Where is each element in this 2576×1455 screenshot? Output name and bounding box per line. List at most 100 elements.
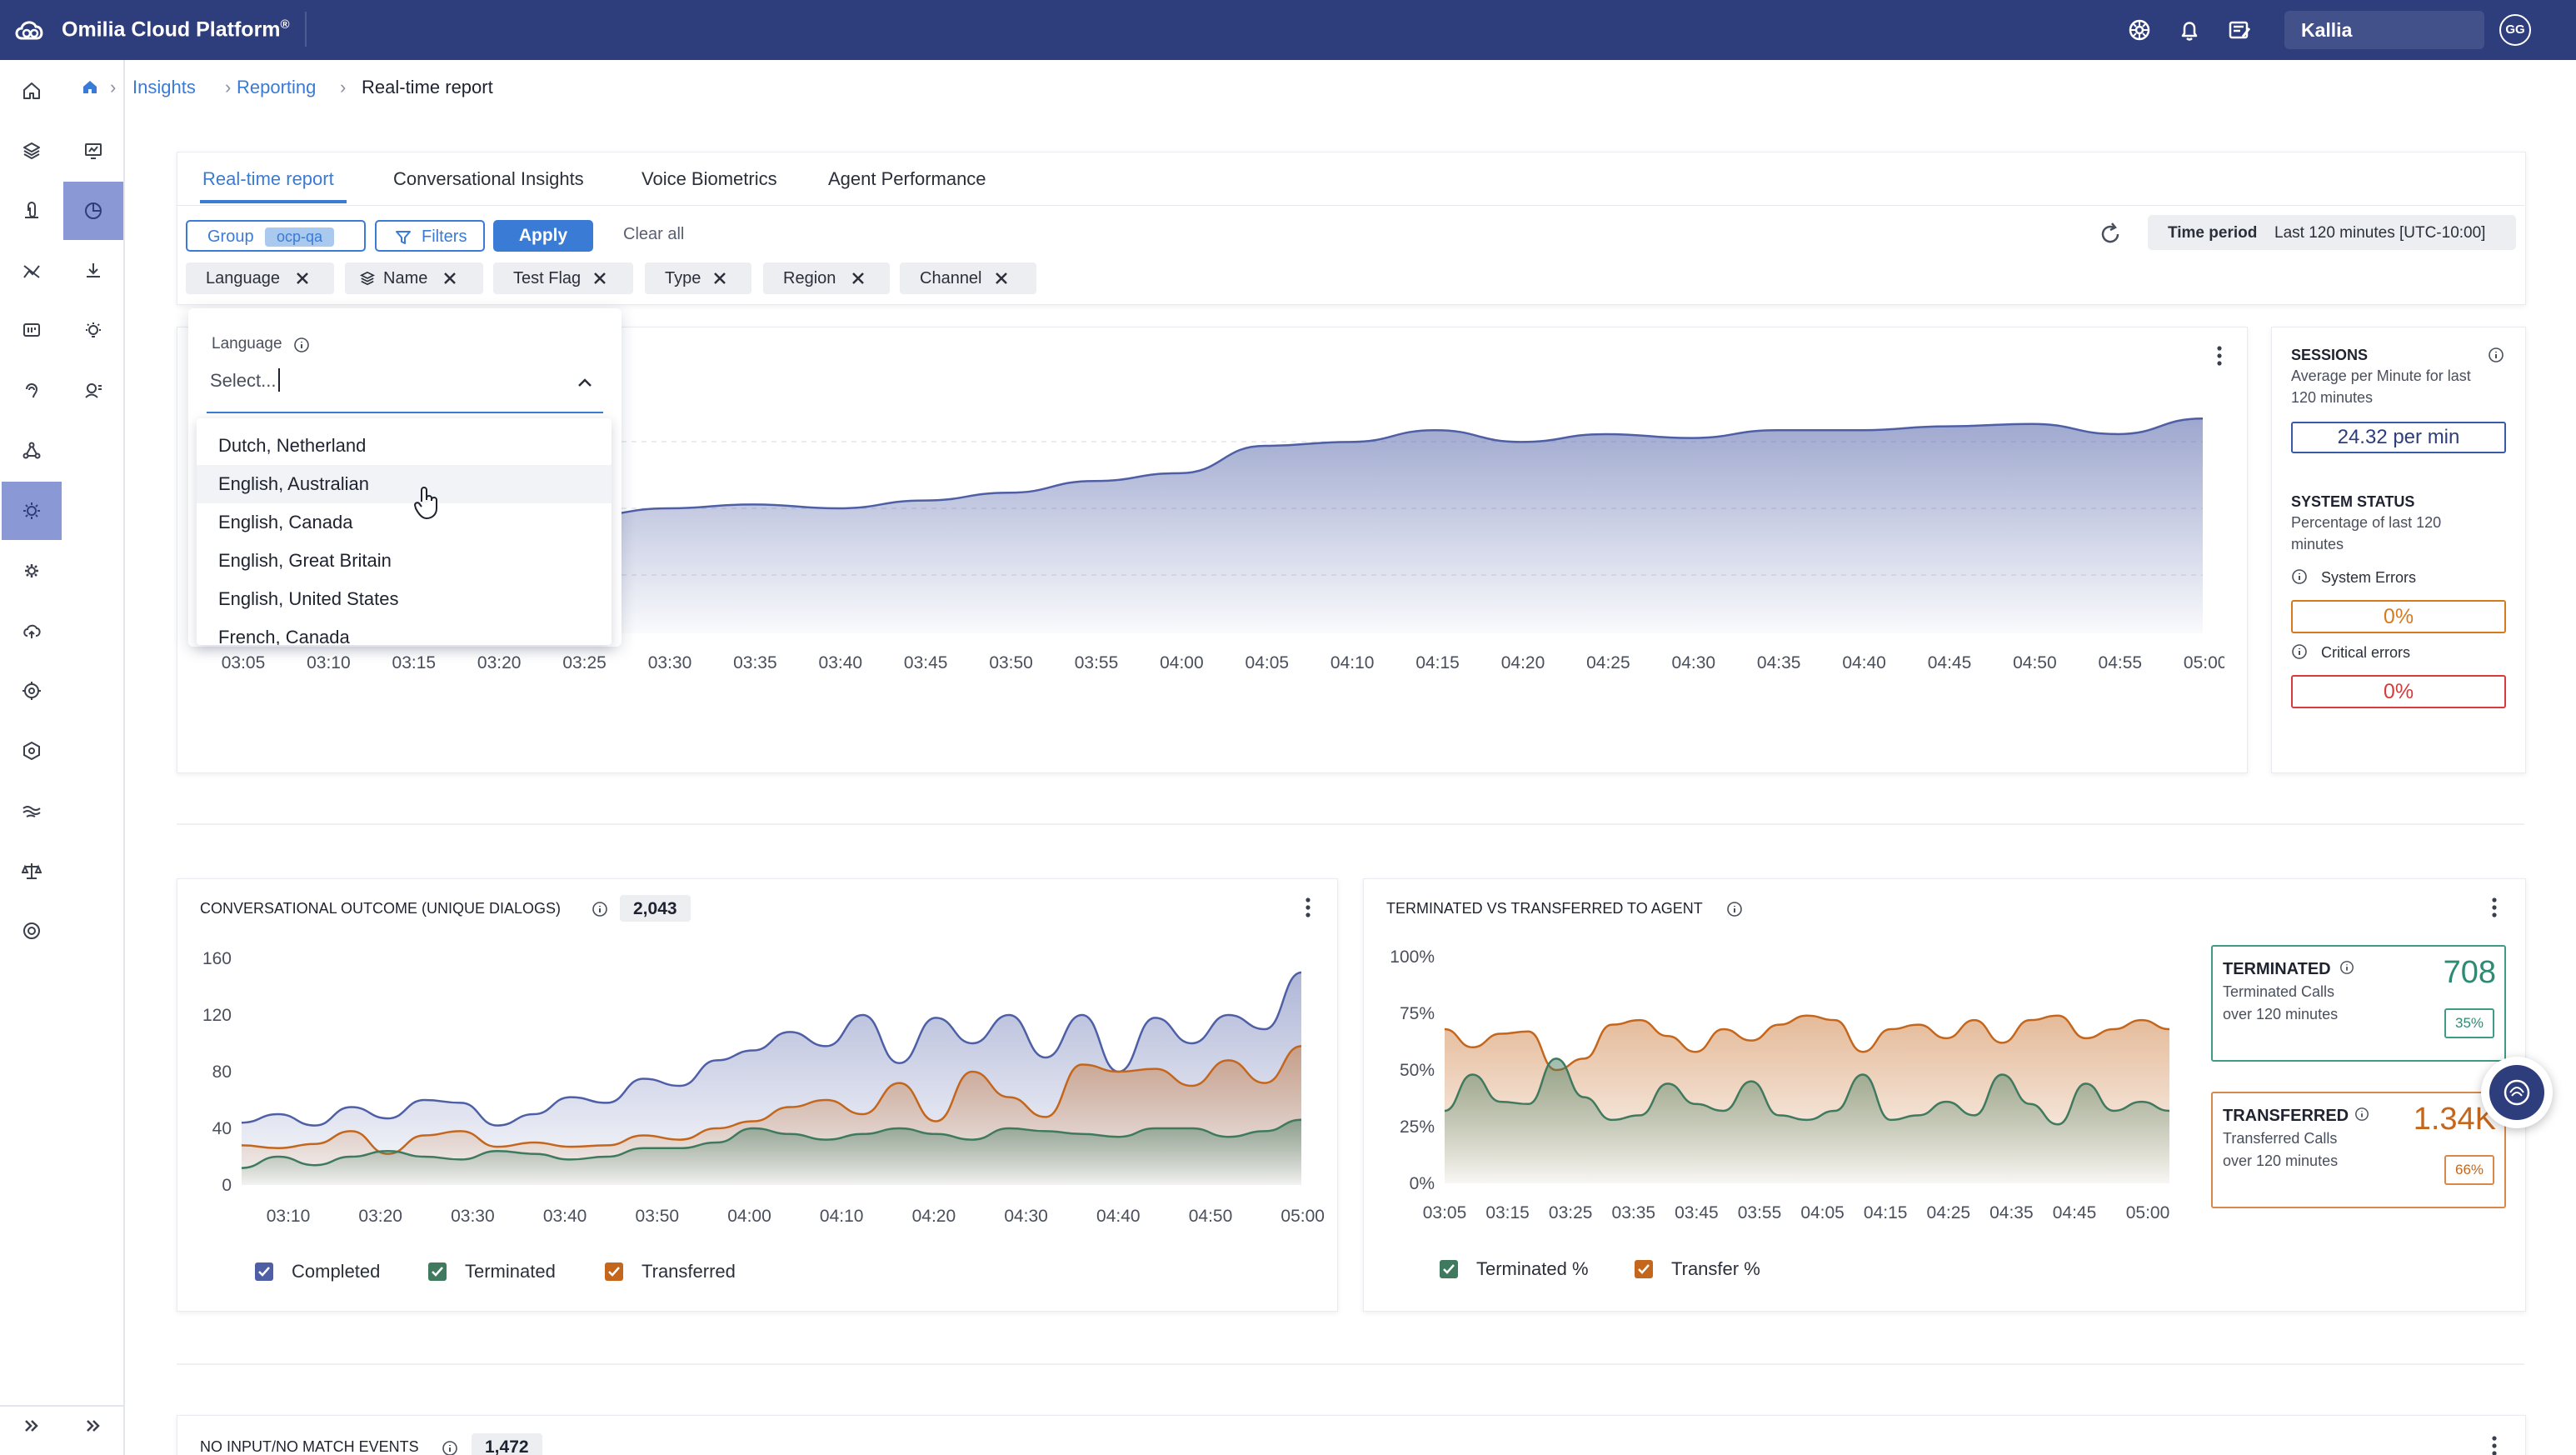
analytics-icon[interactable]: [2, 242, 62, 300]
completed-checkbox[interactable]: [255, 1262, 273, 1281]
info-icon[interactable]: [592, 901, 608, 918]
support-icon[interactable]: [2, 902, 62, 960]
cloud-upload-icon[interactable]: [2, 602, 62, 660]
assistant-inner: [2489, 1065, 2544, 1120]
option-french-canada[interactable]: French, Canada: [218, 627, 350, 645]
system-status-title: SYSTEM STATUS: [2291, 493, 2415, 510]
breadcrumb-insights[interactable]: Insights: [132, 77, 196, 98]
info-icon[interactable]: [2339, 960, 2354, 975]
agent-icon[interactable]: [63, 362, 123, 420]
more-options-icon[interactable]: [2216, 345, 2223, 367]
expand-menu-icon[interactable]: [63, 1397, 123, 1455]
more-options-icon[interactable]: [2491, 1435, 2498, 1455]
gear-group-icon[interactable]: [2, 542, 62, 600]
filter-chip-region[interactable]: Region: [763, 262, 890, 294]
tenant-selector[interactable]: Kallia: [2284, 11, 2484, 49]
notes-icon[interactable]: [2226, 17, 2253, 43]
home-icon[interactable]: [2, 62, 62, 120]
transferred-checkbox[interactable]: [605, 1262, 623, 1281]
terminated-checkbox[interactable]: [428, 1262, 447, 1281]
filters-button[interactable]: Filters: [375, 220, 485, 252]
layers-icon: [360, 271, 375, 286]
chip-label: Language: [206, 269, 280, 288]
voice-id-icon[interactable]: [2, 362, 62, 420]
x-tick-label: 03:25: [562, 653, 607, 672]
pie-chart-icon[interactable]: [63, 182, 123, 240]
option-english-great-britain[interactable]: English, Great Britain: [218, 550, 392, 571]
info-icon[interactable]: [293, 337, 310, 353]
monitor-chart-icon[interactable]: [63, 122, 123, 180]
clip-icon[interactable]: [2, 182, 62, 240]
info-icon[interactable]: [2354, 1107, 2369, 1122]
hexagon-icon[interactable]: [2, 722, 62, 780]
critical-errors-label: Critical errors: [2321, 644, 2411, 661]
layers-icon[interactable]: [2, 122, 62, 180]
apply-button[interactable]: Apply: [493, 220, 593, 252]
clear-all-link[interactable]: Clear all: [623, 225, 685, 243]
group-selector[interactable]: Group ocp-qa: [186, 220, 366, 252]
info-icon[interactable]: [2291, 643, 2308, 660]
info-icon[interactable]: [2488, 347, 2504, 363]
sessions-subtitle-2: 120 minutes: [2291, 389, 2374, 406]
waves-icon[interactable]: [2, 782, 62, 840]
terminated-pct-checkbox[interactable]: [1440, 1260, 1458, 1278]
filter-chip-type[interactable]: Type: [645, 262, 751, 294]
scale-icon[interactable]: [2, 842, 62, 900]
option-english-australian[interactable]: English, Australian: [197, 465, 612, 503]
chevron-up-icon[interactable]: [577, 377, 593, 388]
settings-gear-icon[interactable]: [2, 662, 62, 720]
more-options-icon[interactable]: [2491, 897, 2498, 918]
board-icon[interactable]: [2, 302, 62, 360]
filter-chip-name[interactable]: Name: [345, 262, 483, 294]
y-tick-label: 160: [202, 949, 232, 968]
close-icon[interactable]: [442, 270, 458, 287]
info-icon[interactable]: [442, 1440, 458, 1455]
filter-chip-channel[interactable]: Channel: [900, 262, 1036, 294]
expand-rail-icon[interactable]: [2, 1397, 62, 1455]
network-icon[interactable]: [2, 422, 62, 480]
more-options-icon[interactable]: [1305, 897, 1311, 918]
option-dutch-netherland[interactable]: Dutch, Netherland: [218, 435, 367, 456]
tab-conversational-insights[interactable]: Conversational Insights: [393, 168, 584, 189]
settings-icon[interactable]: [2126, 17, 2153, 43]
tab-real-time-report[interactable]: Real-time report: [202, 168, 334, 189]
user-avatar[interactable]: GG: [2499, 14, 2531, 46]
x-tick-label: 03:10: [267, 1207, 311, 1226]
terminated-kpi-value: 708: [2443, 955, 2496, 990]
time-period-selector[interactable]: Time period Last 120 minutes [UTC-10:00]: [2148, 215, 2516, 250]
rail-divider: [0, 1405, 125, 1407]
x-tick-label: 04:30: [1672, 653, 1716, 672]
close-icon[interactable]: [850, 270, 866, 287]
cloud-logo-icon[interactable]: [13, 17, 47, 43]
option-english-canada[interactable]: English, Canada: [218, 512, 353, 532]
chip-label: Name: [383, 269, 428, 288]
info-icon[interactable]: [2291, 568, 2308, 585]
breadcrumb-reporting[interactable]: Reporting: [237, 77, 317, 98]
close-icon[interactable]: [294, 270, 311, 287]
y-tick-label: 80: [212, 1062, 232, 1082]
filter-chip-language[interactable]: Language: [186, 262, 334, 294]
tab-agent-performance[interactable]: Agent Performance: [828, 168, 986, 189]
tab-voice-biometrics[interactable]: Voice Biometrics: [642, 168, 777, 189]
info-icon[interactable]: [1726, 901, 1743, 918]
transferred-kpi-value: 1.34K: [2413, 1102, 2496, 1137]
assistant-button[interactable]: [2481, 1057, 2553, 1128]
sessions-value: 24.32 per min: [2291, 422, 2506, 453]
filter-chip-test-flag[interactable]: Test Flag: [493, 262, 633, 294]
insights-icon[interactable]: [2, 482, 62, 540]
close-icon[interactable]: [711, 270, 728, 287]
x-tick-label: 04:35: [1757, 653, 1801, 672]
close-icon[interactable]: [993, 270, 1010, 287]
bell-icon[interactable]: [2176, 17, 2203, 43]
idea-icon[interactable]: [63, 302, 123, 360]
x-tick-label: 03:35: [1612, 1203, 1656, 1222]
home-breadcrumb-icon[interactable]: [82, 78, 98, 95]
close-icon[interactable]: [592, 270, 608, 287]
option-english-united-states[interactable]: English, United States: [218, 588, 399, 609]
x-tick-label: 03:15: [1485, 1203, 1530, 1222]
transfer-pct-checkbox[interactable]: [1635, 1260, 1653, 1278]
download-icon[interactable]: [63, 242, 123, 300]
refresh-icon[interactable]: [2096, 220, 2124, 248]
language-select-input[interactable]: Select...: [210, 370, 277, 391]
language-label: Language: [212, 335, 282, 352]
